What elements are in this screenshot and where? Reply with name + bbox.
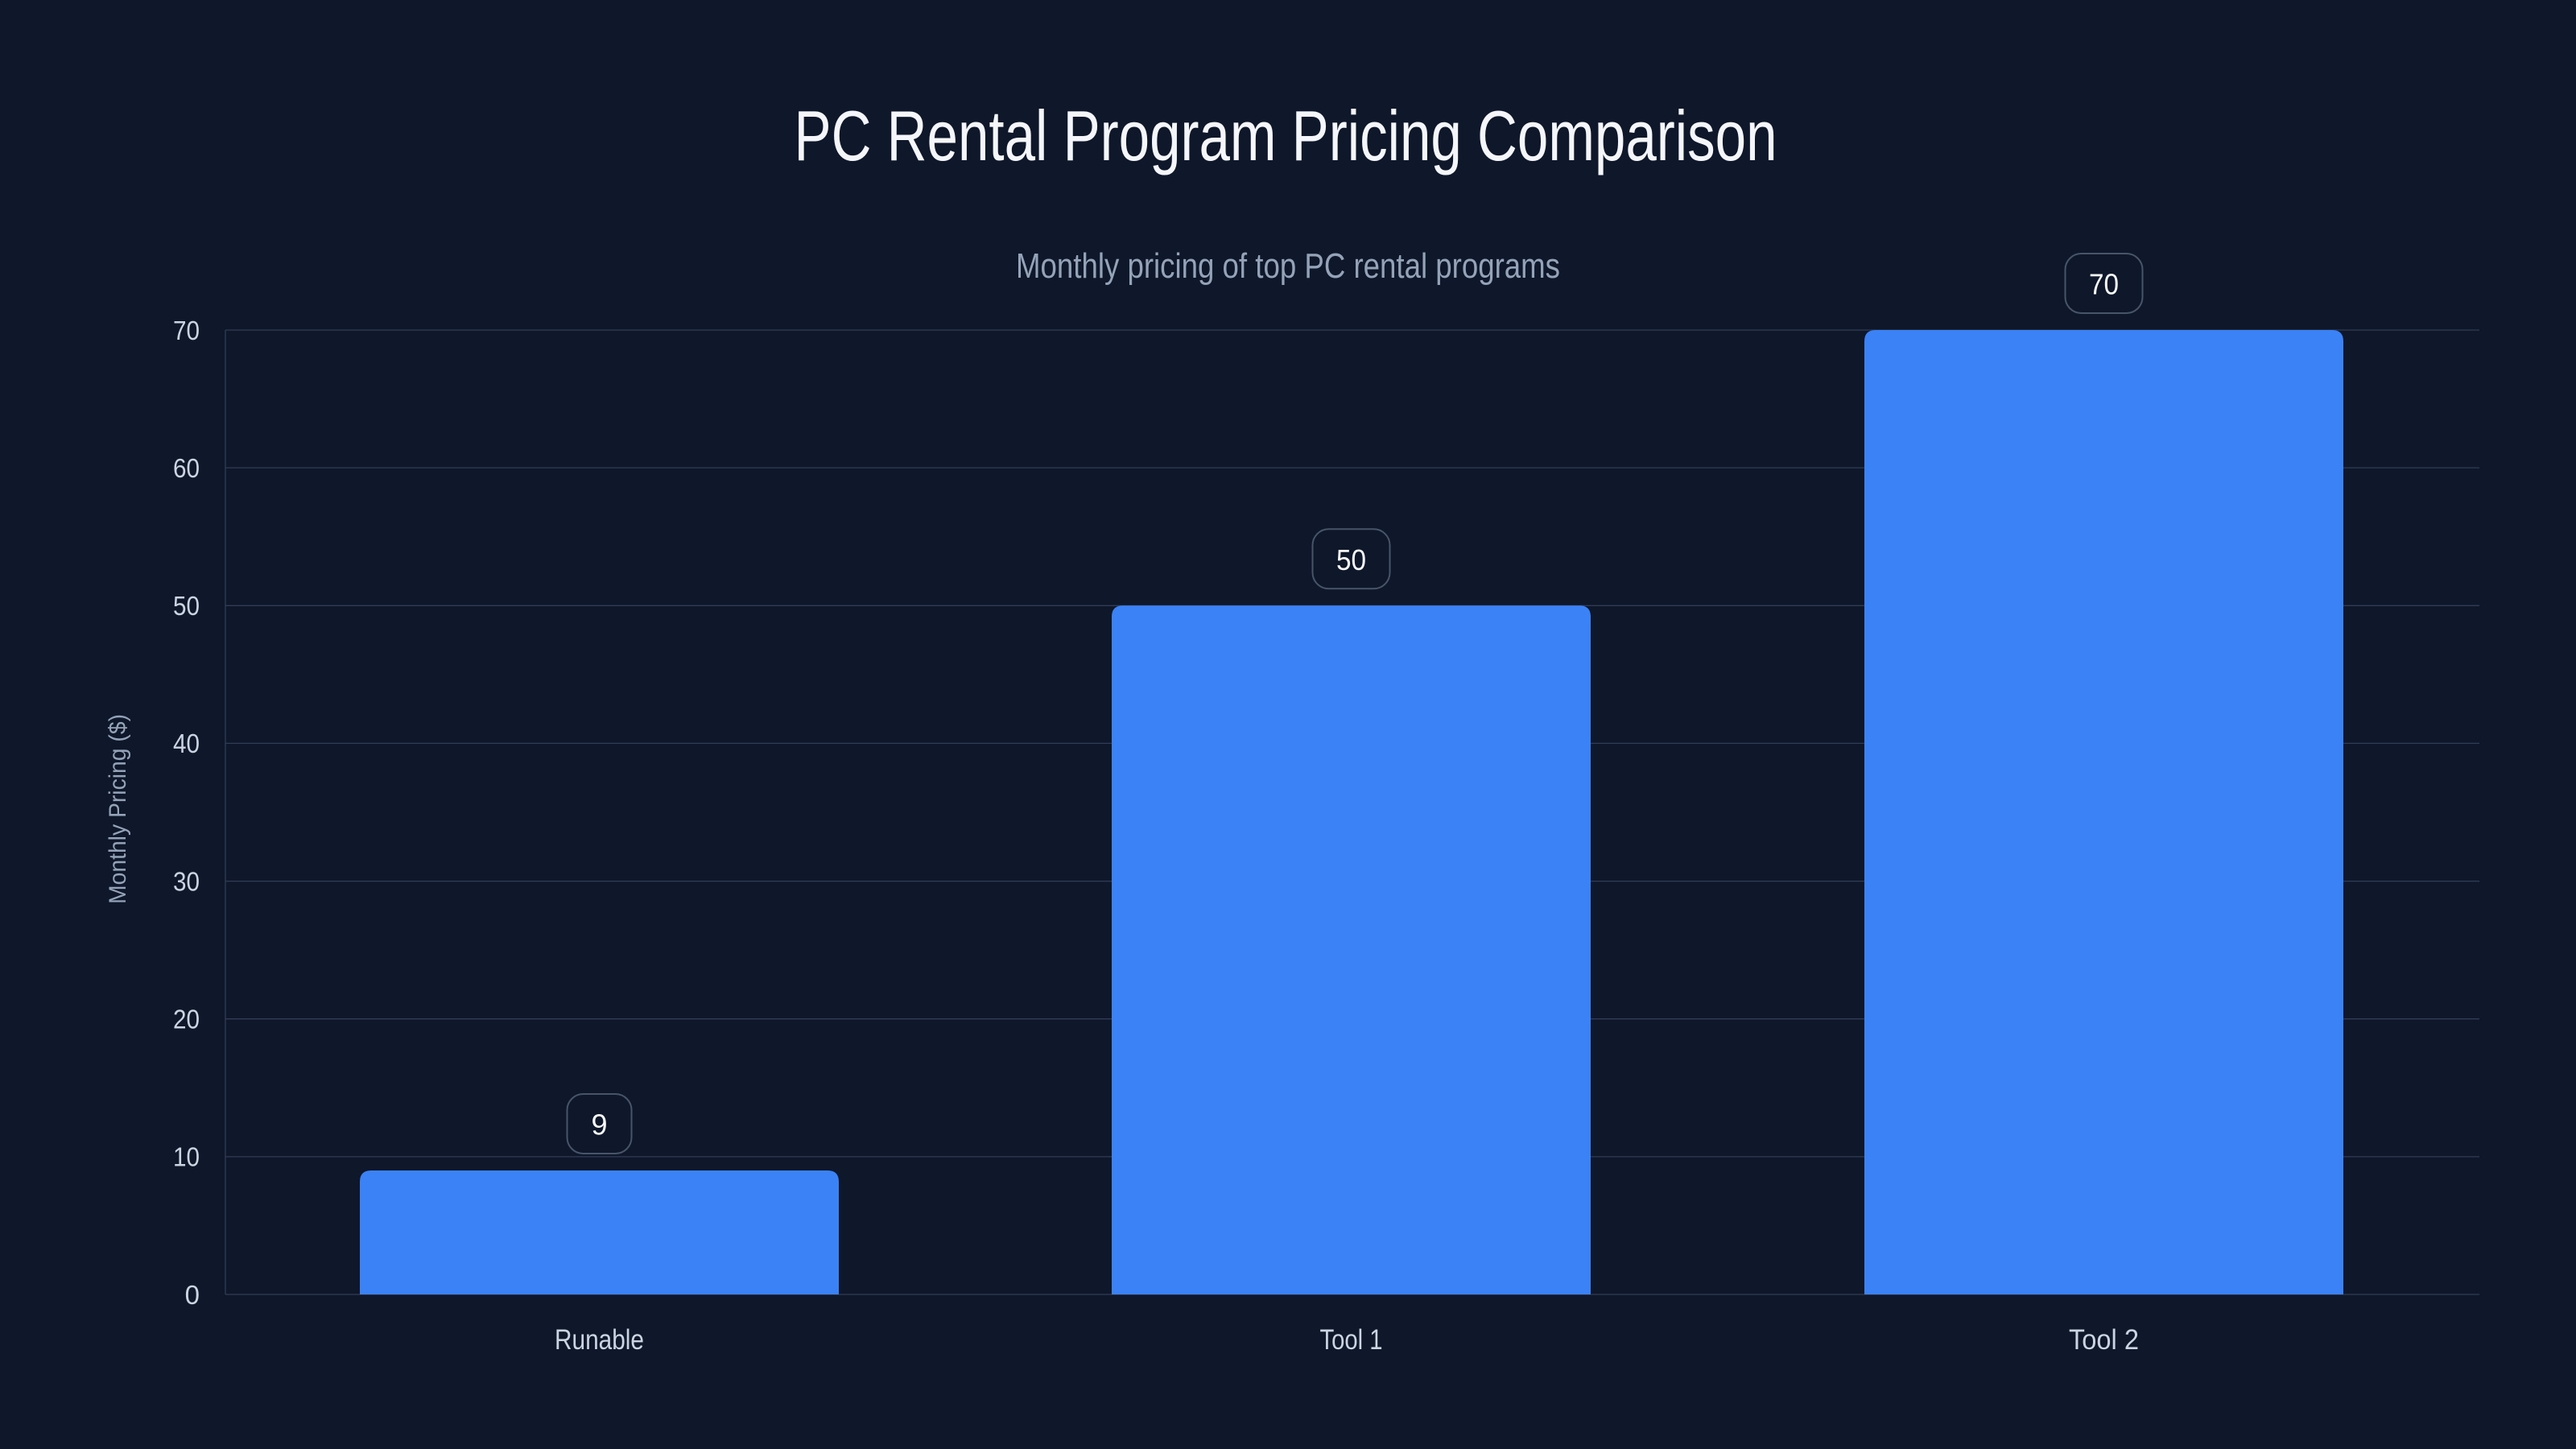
svg-text:Monthly Pricing ($): Monthly Pricing ($) [105,714,131,904]
svg-text:Tool 2: Tool 2 [2069,1324,2139,1356]
svg-text:20: 20 [173,1005,200,1034]
svg-text:PC Rental Program Pricing Comp: PC Rental Program Pricing Comparison [795,96,1777,175]
svg-text:30: 30 [173,866,200,896]
svg-text:Monthly pricing of top PC rent: Monthly pricing of top PC rental program… [1016,246,1560,286]
svg-text:9: 9 [591,1108,607,1141]
svg-text:40: 40 [173,729,200,758]
svg-text:70: 70 [173,316,200,345]
svg-text:50: 50 [1336,543,1366,576]
svg-text:60: 60 [173,453,200,483]
svg-text:Runable: Runable [555,1324,644,1356]
svg-text:0: 0 [185,1280,200,1310]
svg-text:10: 10 [173,1142,200,1172]
svg-text:Tool 1: Tool 1 [1320,1324,1383,1356]
svg-text:50: 50 [173,591,200,621]
svg-text:70: 70 [2089,268,2119,301]
